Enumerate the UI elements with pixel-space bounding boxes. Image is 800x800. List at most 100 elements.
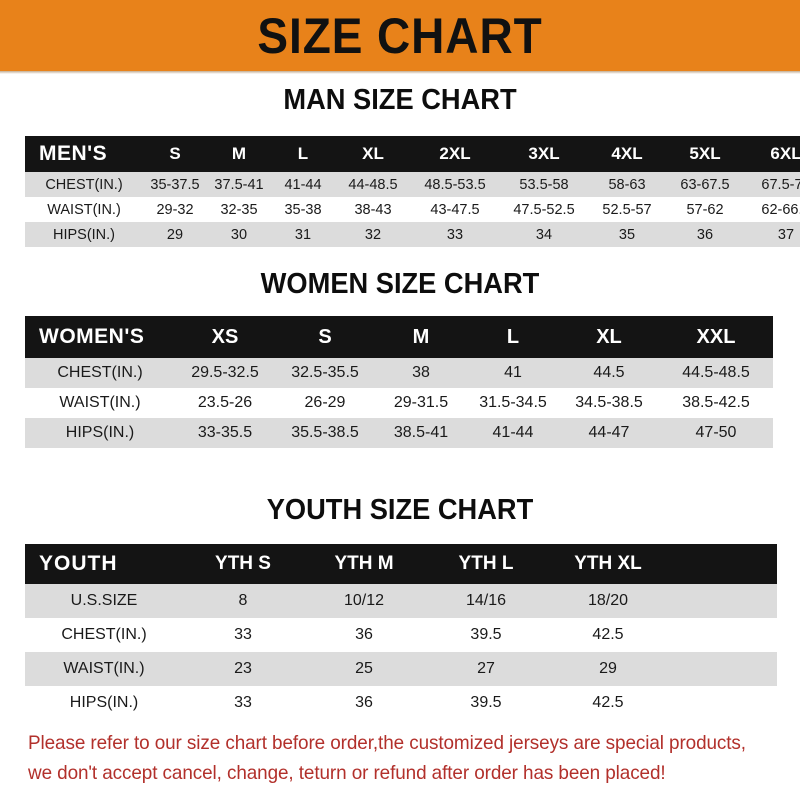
table-cell: 23: [234, 660, 252, 677]
man-col-xl: XL: [362, 144, 384, 163]
youth-row-label-us-size: U.S.SIZE: [70, 592, 138, 609]
table-cell: 38: [412, 364, 430, 381]
page-title: SIZE CHART: [257, 7, 543, 64]
table-cell: 43-47.5: [430, 201, 480, 218]
man-row-label-waist: WAIST(IN.): [47, 201, 121, 218]
youth-row-label-hips: HIPS(IN.): [69, 694, 139, 711]
table-cell: 27: [477, 660, 495, 677]
table-cell: 62-66.5: [761, 201, 800, 218]
man-col-l: L: [297, 144, 309, 163]
man-table-header: MEN'S S M L XL 2XL 3XL 4XL 5XL 6XL: [25, 136, 800, 172]
table-cell: 37.5-41: [214, 176, 264, 193]
man-col-2xl: 2XL: [439, 144, 471, 163]
table-cell: 32.5-35.5: [291, 364, 359, 381]
man-row-label-hips: HIPS(IN.): [52, 226, 116, 243]
women-col-xxl: XXL: [696, 325, 736, 348]
women-row-label-hips: HIPS(IN.): [65, 424, 135, 441]
man-col-m: M: [231, 144, 247, 163]
table-cell: 38.5-41: [393, 424, 449, 441]
table-cell: 29-32: [156, 201, 194, 218]
table-cell: 63-67.5: [680, 176, 730, 193]
table-cell: 33: [446, 226, 464, 243]
table-cell: 36: [696, 226, 714, 243]
table-cell: 36: [355, 626, 373, 643]
table-cell: 33-35.5: [197, 424, 253, 441]
table-row: CHEST(IN.) 35-37.5 37.5-41 41-44 44-48.5…: [25, 172, 800, 197]
women-col-xs: XS: [211, 325, 239, 348]
table-row: HIPS(IN.) 33 36 39.5 42.5: [25, 686, 777, 720]
youth-header-label: YOUTH: [39, 552, 118, 575]
table-cell: 35: [618, 226, 636, 243]
youth-table-header: YOUTH YTH S YTH M YTH L YTH XL: [25, 544, 777, 584]
table-cell: 35-38: [284, 201, 322, 218]
banner-shadow-divider: [0, 71, 800, 74]
table-cell: 39.5: [470, 626, 502, 643]
table-cell: 34.5-38.5: [575, 394, 643, 411]
youth-col-yth-m: YTH M: [334, 553, 394, 574]
youth-header-spacer: [669, 544, 777, 584]
table-cell: 8: [238, 592, 248, 609]
table-cell: 52.5-57: [602, 201, 652, 218]
man-section-title: MAN SIZE CHART: [283, 84, 517, 116]
women-table-body: CHEST(IN.) 29.5-32.5 32.5-35.5 38 41 44.…: [25, 358, 773, 448]
table-cell-spacer: [669, 652, 777, 686]
youth-col-yth-l: YTH L: [458, 553, 514, 574]
table-cell: 10/12: [343, 592, 385, 609]
women-col-l: L: [506, 325, 520, 348]
table-row: HIPS(IN.) 29 30 31 32 33 34 35 36 37: [25, 222, 800, 247]
table-cell: 39.5: [470, 694, 502, 711]
man-col-4xl: 4XL: [611, 144, 643, 163]
table-row: WAIST(IN.) 23.5-26 26-29 29-31.5 31.5-34…: [25, 388, 773, 418]
table-cell: 44-48.5: [348, 176, 398, 193]
table-cell: 44.5-48.5: [682, 364, 750, 381]
youth-size-table: YOUTH YTH S YTH M YTH L YTH XL U.S.SIZE …: [25, 544, 777, 720]
man-col-s: S: [169, 144, 181, 163]
table-cell: 29.5-32.5: [191, 364, 259, 381]
table-header-row: WOMEN'S XS S M L XL XXL: [25, 316, 773, 358]
women-col-xl: XL: [596, 325, 622, 348]
table-row: HIPS(IN.) 33-35.5 35.5-38.5 38.5-41 41-4…: [25, 418, 773, 448]
table-cell: 38-43: [354, 201, 392, 218]
order-policy-note-line1: Please refer to our size chart before or…: [28, 732, 746, 754]
table-cell: 42.5: [592, 694, 624, 711]
man-header-label: MEN'S: [39, 142, 108, 165]
table-cell: 34: [535, 226, 553, 243]
youth-section-title: YOUTH SIZE CHART: [266, 494, 534, 526]
women-header-label: WOMEN'S: [39, 325, 145, 348]
table-cell: 14/16: [465, 592, 507, 609]
table-header-row: MEN'S S M L XL 2XL 3XL 4XL 5XL 6XL: [25, 136, 800, 172]
table-cell: 33: [234, 694, 252, 711]
table-header-row: YOUTH YTH S YTH M YTH L YTH XL: [25, 544, 777, 584]
order-policy-note-line2: we don't accept cancel, change, teturn o…: [28, 762, 666, 784]
youth-col-yth-xl: YTH XL: [574, 553, 642, 574]
table-cell: 31.5-34.5: [479, 394, 547, 411]
table-cell: 47.5-52.5: [513, 201, 575, 218]
table-cell: 42.5: [592, 626, 624, 643]
table-cell: 30: [230, 226, 248, 243]
table-cell: 36: [355, 694, 373, 711]
table-cell-spacer: [669, 584, 777, 618]
women-section-title: WOMEN SIZE CHART: [260, 268, 540, 300]
table-cell: 48.5-53.5: [424, 176, 486, 193]
table-cell: 29-31.5: [393, 394, 449, 411]
women-table-header: WOMEN'S XS S M L XL XXL: [25, 316, 773, 358]
youth-table-body: U.S.SIZE 8 10/12 14/16 18/20 CHEST(IN.) …: [25, 584, 777, 720]
man-col-3xl: 3XL: [528, 144, 560, 163]
table-row: WAIST(IN.) 23 25 27 29: [25, 652, 777, 686]
table-cell: 25: [355, 660, 373, 677]
table-cell: 29: [166, 226, 184, 243]
man-col-6xl: 6XL: [770, 144, 800, 163]
table-cell: 47-50: [695, 424, 737, 441]
table-cell: 26-29: [304, 394, 346, 411]
man-row-label-chest: CHEST(IN.): [45, 176, 123, 193]
table-cell: 31: [294, 226, 312, 243]
table-cell: 18/20: [587, 592, 629, 609]
women-row-label-chest: CHEST(IN.): [57, 364, 143, 381]
man-size-table: MEN'S S M L XL 2XL 3XL 4XL 5XL 6XL CHEST…: [25, 136, 800, 247]
table-row: U.S.SIZE 8 10/12 14/16 18/20: [25, 584, 777, 618]
table-cell: 35.5-38.5: [291, 424, 359, 441]
table-cell: 35-37.5: [150, 176, 200, 193]
table-cell: 57-62: [686, 201, 724, 218]
order-policy-note: Please refer to our size chart before or…: [28, 728, 757, 788]
